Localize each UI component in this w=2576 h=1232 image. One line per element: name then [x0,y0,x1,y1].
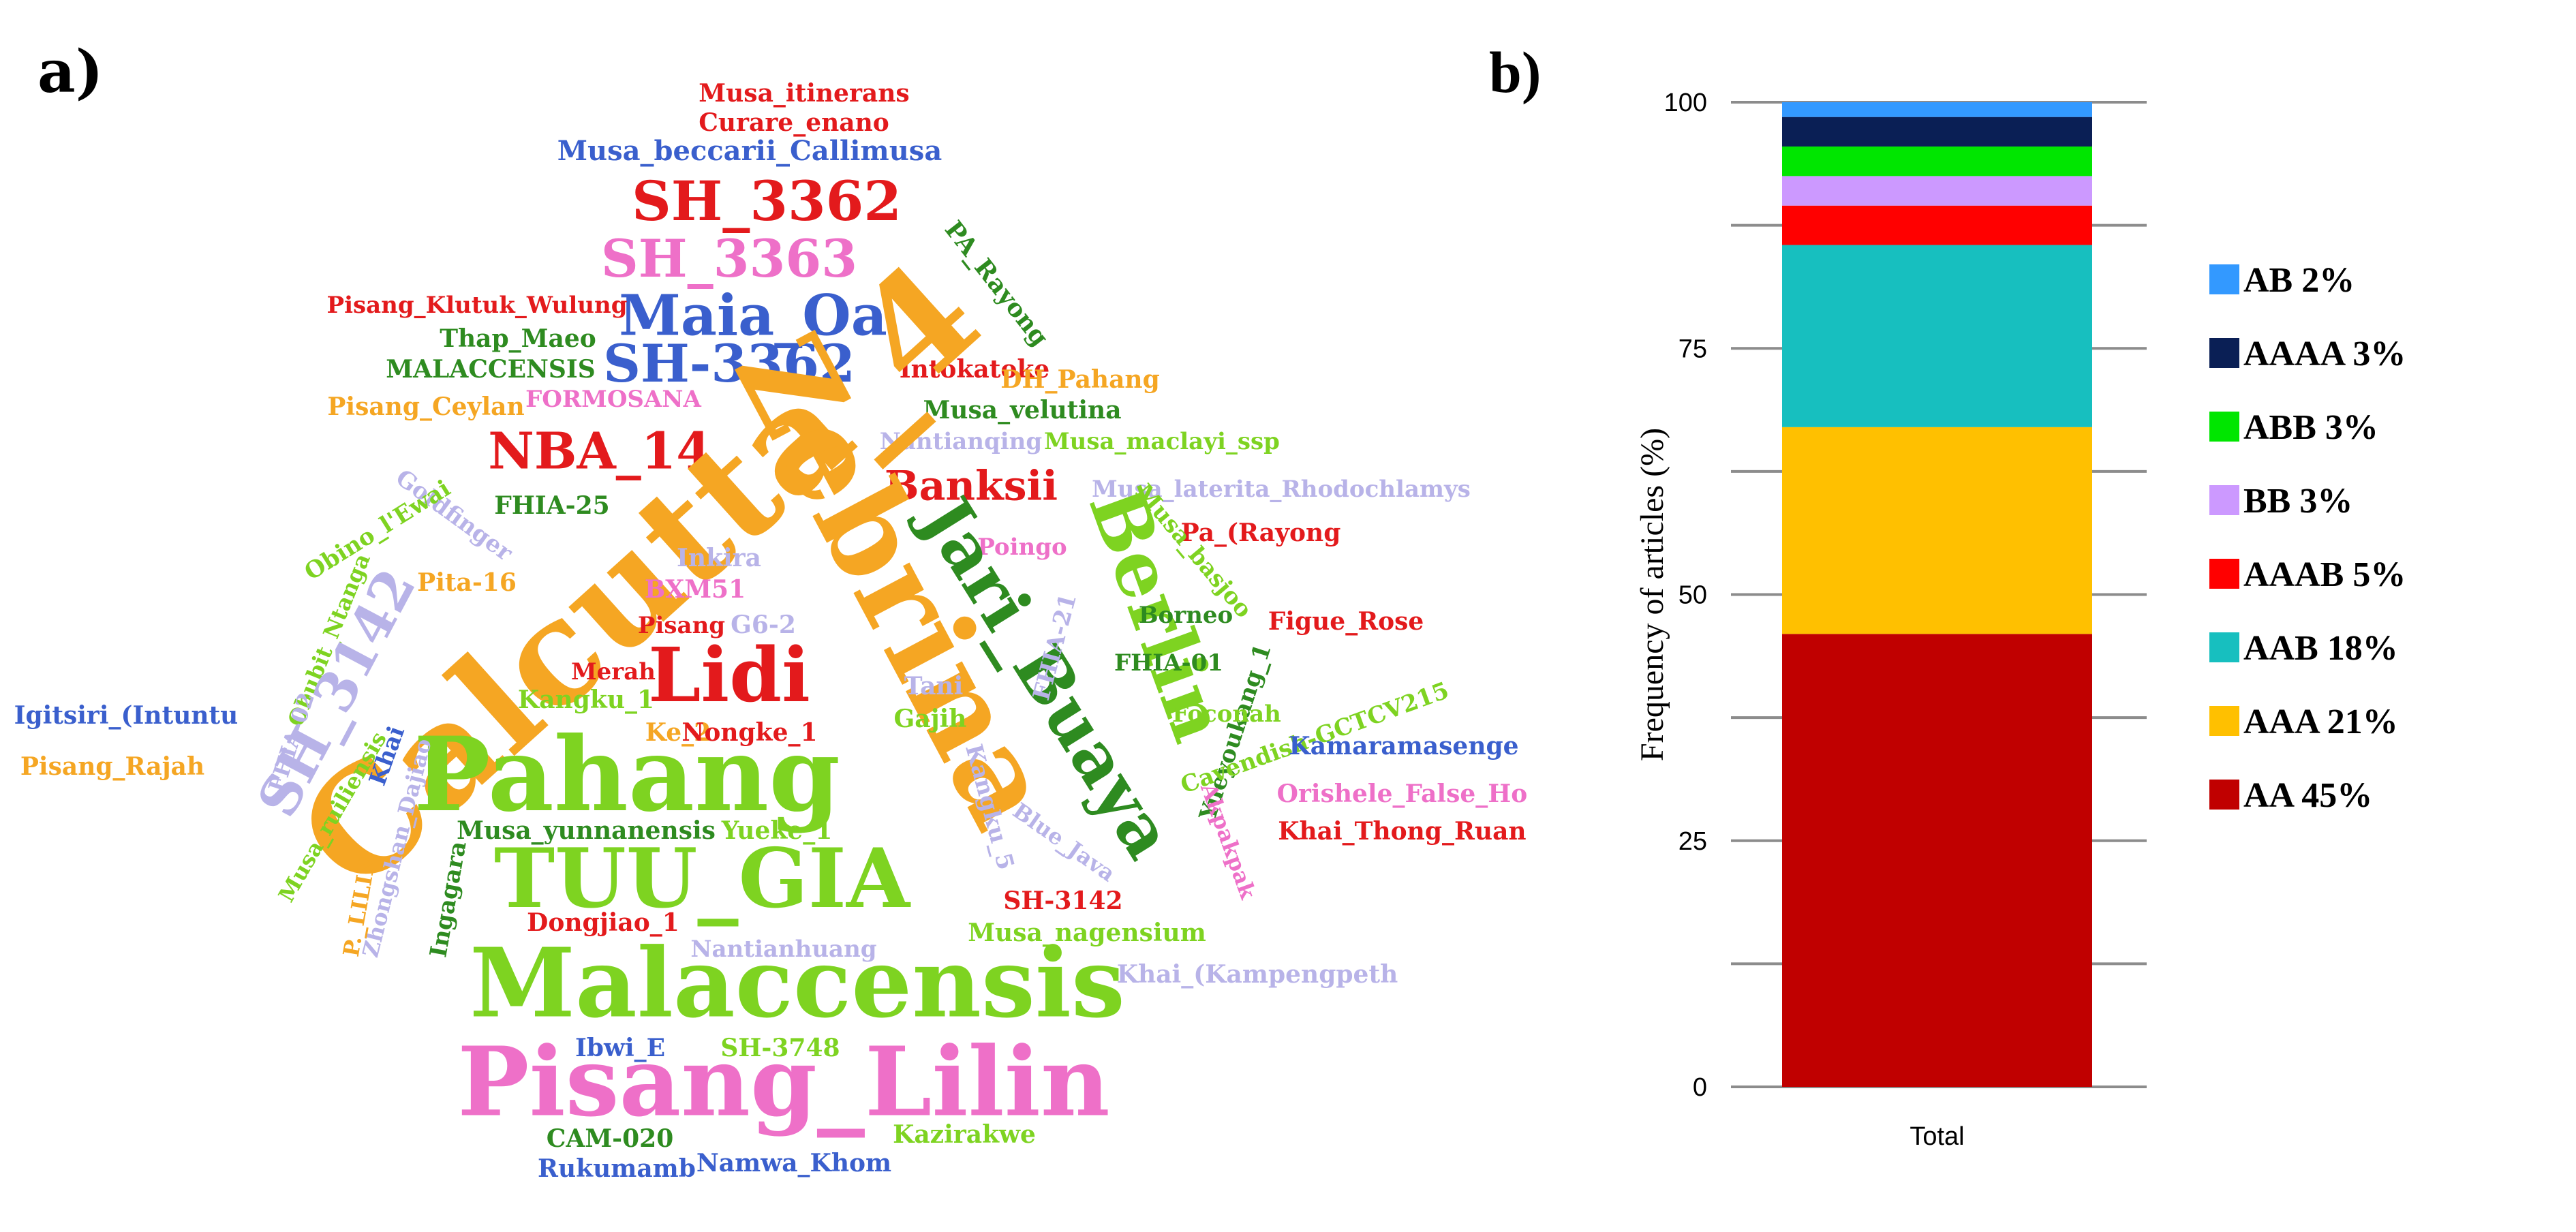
legend-swatch-abb [2209,412,2239,442]
bar-segment-abb [1782,147,2092,176]
cloud-word: SH_3362 [632,169,902,233]
cloud-word: FHIA-25 [494,491,609,520]
cloud-word: NBA_14 [488,422,711,481]
cloud-word: Tani [904,672,964,700]
panel-a-label: a) [37,37,103,106]
x-tick-label: Total [1910,1122,1964,1151]
legend-label-aab: AAB 18% [2243,629,2398,668]
cloud-word: CAM-020 [547,1124,674,1153]
cloud-word: TUU_GIA [494,831,911,927]
legend-label-bb: BB 3% [2243,482,2352,521]
legend-swatch-aaaa [2209,338,2239,368]
cloud-word: Nantianqing [880,428,1042,455]
cloud-word: MALACCENSIS [386,355,596,384]
cloud-word: Pisang [638,612,725,639]
legend-swatch-bb [2209,485,2239,515]
cloud-word: Pisang_Ceylan [327,392,524,421]
cloud-word: Inkira [677,544,761,572]
legend: AB 2% AAAA 3% ABB 3% BB 3% AAAB 5% AAB 18% AAA… [2209,261,2406,815]
cloud-word: Ibwi_E [575,1034,665,1062]
cloud-word: FORMOSANA [525,386,701,413]
cloud-word: Thap_Maeo [440,324,596,353]
bar-segment-ab [1782,102,2092,117]
y-axis-label: Frequency of articles (%) [1634,428,1670,761]
cloud-word: Merah [571,658,656,686]
bar-segment-aa [1782,634,2092,1087]
y-axis-ticks: 0 25 50 75 100 [1664,89,1707,1102]
y-tick-label: 50 [1678,581,1707,610]
cloud-word: Orishele_False_Horn [1277,780,1527,808]
cloud-word: Pisang_Rajah [20,752,204,781]
cloud-word: Khai_(Kampengpeth [1117,960,1398,989]
cloud-word: Rukumamb [538,1154,696,1183]
cloud-word: Maia_Oa [619,283,887,348]
cloud-word: Namwa_Khom [696,1149,891,1177]
cloud-word: Figue_Rose [1268,607,1424,636]
cloud-word: Khai_Thong_Ruang [1278,817,1527,846]
cloud-word: Pisang_Lilin [457,1027,1109,1139]
legend-label-ab: AB 2% [2243,261,2355,300]
cloud-word: Pisang_Klutuk_Wulung [327,292,628,319]
cloud-word: BXM51 [645,575,746,604]
cloud-word: Foconah [1172,700,1281,728]
cloud-word: SH-3748 [720,1034,840,1062]
cloud-word: Musa_velutina [923,396,1121,425]
cloud-word: Musa_nagensium [968,919,1206,947]
cloud-word: Nantianhuang [690,936,876,963]
cloud-word: FHIA-01 [1114,649,1223,677]
legend-label-aa: AA 45% [2243,776,2372,815]
y-tick-label: 0 [1693,1073,1707,1102]
bar-segment-aaaa [1782,117,2092,147]
cloud-word: Musa_itinerans [699,79,909,108]
y-tick-label: 25 [1678,827,1707,856]
cloud-word: Lidi [648,631,810,719]
word-cloud: a) Musa_itineransCurare_enanoMusa_beccar… [14,37,1527,1183]
legend-label-aaaa: AAAA 3% [2243,335,2406,373]
cloud-word: Gajih [894,705,967,733]
bar-segment-aaa [1782,427,2092,634]
y-tick-label: 75 [1678,335,1707,363]
cloud-word: Musa_laterita_Rhodochlamys [1092,476,1471,503]
bar-segment-aaab [1782,205,2092,245]
cloud-word: G6-2 [731,611,796,639]
cloud-word: Yueke_1 [721,816,833,845]
legend-swatch-ab [2209,264,2239,294]
legend-swatch-aa [2209,780,2239,810]
legend-label-aaab: AAAB 5% [2243,555,2406,594]
cloud-word: Musa_yunnanensis [457,816,716,845]
bar-segments [1782,102,2092,1087]
cloud-word: SH-3142 [1003,887,1122,915]
y-tick-label: 100 [1664,89,1707,117]
legend-label-abb: ABB 3% [2243,408,2378,447]
cloud-word: Kazirakwe [893,1120,1036,1149]
cloud-word: Borneo [1139,602,1233,629]
cloud-word: Intokatoke [900,355,1049,384]
bar-segment-bb [1782,176,2092,206]
cloud-word: Pahang [414,715,840,835]
bar-segment-aab [1782,245,2092,427]
cloud-word: SH-3362 [603,333,855,394]
cloud-word: Curare_enano [699,108,889,137]
cloud-word: Kangku_1 [518,686,654,714]
cloud-word: Malaccensis [470,928,1125,1040]
cloud-word: Dongjiao_1 [527,908,679,937]
cloud-word: Nongke_1 [681,718,817,747]
cloud-word: Igitsiri_(Intuntu [14,701,239,730]
cloud-word: Banksii [885,463,1058,510]
panel-b-label: b) [1489,40,1541,105]
cloud-word: Musa_maclayi_ssp [1044,428,1280,455]
legend-swatch-aaa [2209,706,2239,736]
cloud-word: Pa_(Rayong [1181,519,1341,547]
cloud-word: Kamaramasenge [1289,732,1518,760]
cloud-word: Musa_beccarii_Callimusa [557,135,942,167]
cloud-word: Pita-16 [417,568,517,597]
legend-label-aaa: AAA 21% [2243,703,2398,741]
cloud-word: SH_3363 [601,228,857,289]
legend-swatch-aab [2209,632,2239,662]
legend-swatch-aaab [2209,559,2239,589]
cloud-word: Ke_2 [645,718,711,747]
cloud-word: DH_Pahang [1000,365,1160,394]
cloud-word: Poingo [977,534,1067,561]
